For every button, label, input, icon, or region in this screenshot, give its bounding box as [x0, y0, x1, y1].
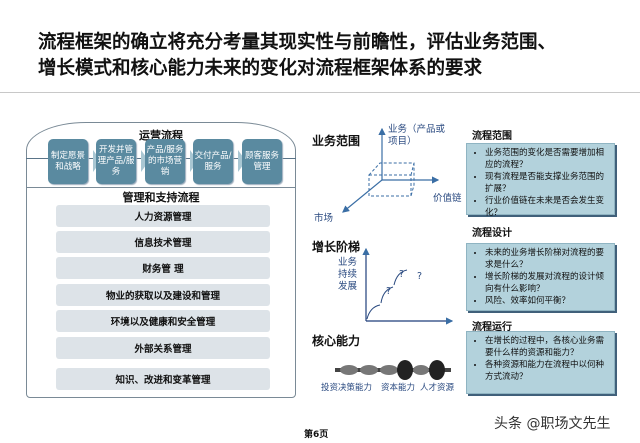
bullet: 现有流程是否能支撑业务范围的扩展？ — [485, 171, 610, 195]
page-number: 第6页 — [304, 430, 329, 440]
support-title: 管理和支持流程 — [122, 191, 200, 204]
question-box-operation: 在增长的过程中，各核心业务需要什么样的资源和能力？ 各种资源和能力在流程中以何种… — [466, 331, 615, 394]
core-label: 人才资源 — [420, 383, 455, 393]
bullet: 增长阶梯的发展对流程的设计倾向有什么影响？ — [485, 271, 610, 295]
operations-title: 运营流程 — [139, 129, 183, 142]
scope-3d-axes — [342, 127, 440, 213]
support-item: 信息技术管理 — [56, 231, 270, 253]
page-title: 流程框架的确立将充分考量其现实性与前瞻性，评估业务范围、 增长模式和核心能力未来的… — [38, 32, 557, 79]
question-box-design: 未来的业务增长阶梯对流程的要求是什么？ 增长阶梯的发展对流程的设计倾向有什么影响… — [466, 243, 615, 311]
scope-z-axis-label: 市场 — [314, 213, 334, 224]
question-mark: ? — [386, 286, 392, 297]
growth-ladder-chart — [362, 247, 454, 325]
support-item: 物业的获取以及建设和管理 — [56, 284, 270, 306]
process-step: 交付产品/服务 — [193, 139, 233, 184]
support-item: 财务管 理 — [56, 257, 270, 279]
core-label: 资本能力 — [381, 383, 416, 393]
divider — [0, 92, 640, 93]
scope-y-axis-label: 业务（产品或项目） — [388, 124, 446, 147]
process-framework-container — [26, 122, 296, 398]
chain-icon — [335, 360, 451, 380]
growth-title: 增长阶梯 — [312, 240, 361, 254]
process-step: 产品/服务的市场营销 — [145, 139, 185, 184]
question-mark: ? — [399, 269, 405, 280]
support-item: 知识、改进和变革管理 — [56, 368, 270, 390]
box-title: 流程范围 — [472, 131, 512, 142]
support-item: 人力资源管理 — [56, 205, 270, 227]
process-step: 顾客服务管理 — [242, 139, 282, 184]
scope-x-axis-label: 价值链 — [433, 193, 462, 204]
growth-y-axis-label: 业务持续发展 — [338, 257, 358, 292]
bullet: 未来的业务增长阶梯对流程的要求是什么？ — [485, 247, 610, 271]
bullet: 风险、效率如何平衡？ — [485, 295, 610, 307]
box-title: 流程运行 — [472, 322, 512, 333]
question-box-scope: 业务范围的变化是否需要增加相应的流程？ 现有流程是否能支撑业务范围的扩展？ 行业… — [466, 143, 615, 218]
divider — [26, 187, 296, 188]
support-item: 外部关系管理 — [56, 337, 270, 359]
process-step: 开发并管理产品/服务 — [96, 139, 136, 184]
bullet: 在增长的过程中，各核心业务需要什么样的资源和能力？ — [485, 335, 610, 359]
watermark: 头条 @职场文先生 — [494, 416, 611, 432]
box-title: 流程设计 — [472, 228, 512, 239]
bullet: 业务范围的变化是否需要增加相应的流程？ — [485, 147, 610, 171]
bullet: 各种资源和能力在流程中以何种方式流动？ — [485, 359, 610, 383]
core-title: 核心能力 — [312, 334, 361, 348]
core-label: 投资决策能力 — [321, 383, 373, 393]
support-item: 环境以及健康和安全管理 — [56, 310, 270, 332]
bullet: 行业价值链在未来是否会发生变化？ — [485, 195, 610, 219]
process-step: 制定愿景和战略 — [48, 139, 88, 184]
scope-title: 业务范围 — [312, 134, 361, 148]
question-mark: ? — [417, 271, 423, 282]
